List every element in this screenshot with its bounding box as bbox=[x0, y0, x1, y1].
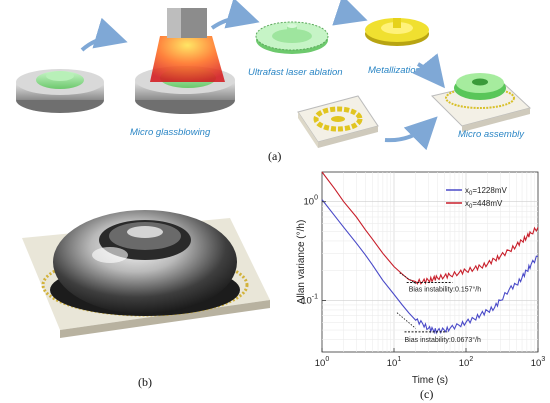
panel-b: (b) bbox=[22, 210, 270, 389]
process-arrow-icon bbox=[210, 0, 260, 30]
x-tick-label: 102 bbox=[459, 356, 474, 369]
grid-lines bbox=[322, 172, 538, 352]
process-arrow-icon bbox=[80, 17, 128, 52]
y-tick-label: 100 bbox=[304, 195, 319, 208]
annotation-layer: Bias instability:0.157°/h Bias instabilit… bbox=[396, 272, 482, 344]
bias-instability-label-1: Bias instability:0.0673°/h bbox=[405, 336, 481, 344]
x-axis-label: Time (s) bbox=[412, 375, 448, 386]
panel-c-allan-variance-chart: Bias instability:0.157°/h Bias instabilit… bbox=[296, 171, 545, 401]
electrode-substrate-illustration bbox=[297, 95, 379, 148]
x-tick-label: 100 bbox=[315, 356, 330, 369]
step-ultrafast-laser-ablation-illustration bbox=[255, 21, 329, 54]
panel-label-c: (c) bbox=[420, 387, 433, 401]
x-tick-label: 103 bbox=[531, 356, 546, 369]
step-micro-assembly-illustration bbox=[431, 73, 532, 132]
step-label-ultrafast-laser-ablation: Ultrafast laser ablation bbox=[248, 67, 343, 78]
slope-guide-line-blue bbox=[396, 312, 416, 329]
x-tick-label: 101 bbox=[387, 356, 402, 369]
process-arrow-icon bbox=[384, 116, 438, 151]
step-label-metallization: Metallization bbox=[368, 65, 421, 76]
series-layer bbox=[321, 171, 539, 335]
bias-instability-label-0: Bias instability:0.157°/h bbox=[409, 286, 482, 294]
step-label-micro-glassblowing: Micro glassblowing bbox=[130, 127, 211, 138]
step-micro-glassblowing-illustration bbox=[135, 8, 235, 114]
panel-a: Micro glassblowing Ultrafast laser ablat… bbox=[16, 0, 532, 163]
series-line-1 bbox=[321, 171, 539, 285]
step-metallization-illustration bbox=[365, 18, 429, 46]
series-line-0 bbox=[321, 199, 539, 335]
process-arrow-icon bbox=[332, 0, 368, 26]
plot-area bbox=[321, 171, 539, 353]
panel-label-b: (b) bbox=[138, 375, 152, 389]
y-axis-label: Allan variance (°/h) bbox=[296, 220, 307, 305]
step-glass-on-wafer-illustration bbox=[16, 69, 104, 113]
legend-label-448mV: x0=448mV bbox=[465, 199, 503, 210]
slope-guide-line-red bbox=[399, 272, 416, 284]
y-tick-label: 10-1 bbox=[301, 293, 318, 306]
panel-label-a: (a) bbox=[268, 149, 281, 163]
process-arrow-icon bbox=[412, 53, 445, 89]
legend-label-1228mV: x0=1228mV bbox=[465, 186, 507, 197]
step-label-micro-assembly: Micro assembly bbox=[458, 129, 525, 140]
tick-label-layer: 100 101 102 103 10-1 100 bbox=[301, 195, 545, 369]
packaged-resonator-photo bbox=[22, 210, 270, 338]
chart-legend: x0=1228mV x0=448mV bbox=[446, 186, 507, 210]
